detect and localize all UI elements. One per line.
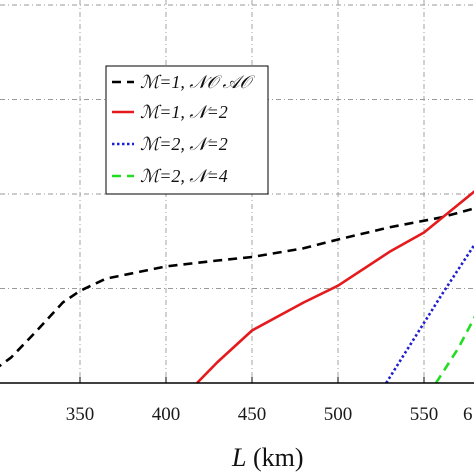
series-lines [0, 190, 474, 384]
legend-label-3: ℳ=2, 𝒩=4 [140, 166, 228, 186]
x-axis-label: L (km) [231, 443, 304, 472]
legend-label-2: ℳ=2, 𝒩=2 [140, 134, 228, 154]
grid-lines [0, 0, 474, 383]
x-tick-label-1: 400 [152, 404, 181, 425]
legend-label-1: ℳ=1, 𝒩=2 [140, 102, 228, 122]
x-tick-label-3: 500 [324, 404, 353, 425]
x-tick-label-4: 550 [410, 404, 439, 425]
legend-box [105, 65, 269, 195]
series-line-3 [434, 315, 474, 384]
x-tick-label-0: 350 [66, 404, 95, 425]
x-axis-ticks: 350 400 450 500 550 [66, 377, 439, 425]
legend: ℳ=1, 𝒩𝒪 𝒜𝒪 ℳ=1, 𝒩=2 ℳ=2, 𝒩=2 ℳ=2, 𝒩=4 [105, 65, 269, 195]
series-line-1 [196, 190, 474, 384]
x-axis-label-var: L [231, 443, 246, 472]
series-line-2 [385, 243, 474, 384]
series-line-0 [0, 207, 474, 368]
legend-label-0: ℳ=1, 𝒩𝒪 𝒜𝒪 [140, 72, 256, 92]
x-axis-label-unit: (km) [253, 443, 304, 472]
x-axis-partial-tick-label: 6 [463, 404, 473, 425]
x-tick-label-2: 450 [238, 404, 267, 425]
